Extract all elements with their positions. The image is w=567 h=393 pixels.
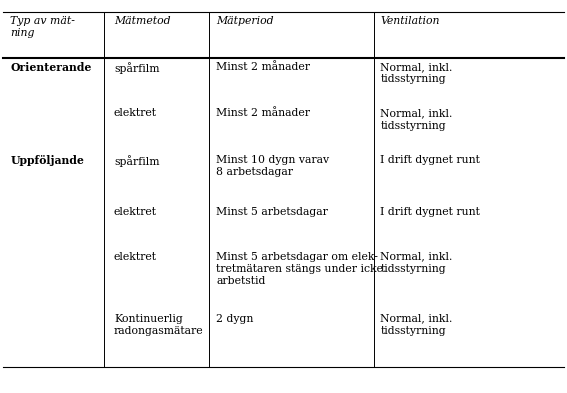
Text: Uppföljande: Uppföljande: [10, 155, 84, 166]
Text: Mätmetod: Mätmetod: [114, 16, 171, 26]
Text: Minst 5 arbetsdagar: Minst 5 arbetsdagar: [216, 207, 328, 217]
Text: Typ av mät-
ning: Typ av mät- ning: [10, 16, 75, 38]
Text: I drift dygnet runt: I drift dygnet runt: [380, 207, 480, 217]
Text: 2 dygn: 2 dygn: [216, 314, 253, 323]
Text: spårfilm: spårfilm: [114, 155, 159, 167]
Text: Normal, inkl.
tidsstyrning: Normal, inkl. tidsstyrning: [380, 108, 453, 131]
Text: Ventilation: Ventilation: [380, 16, 440, 26]
Text: Mätperiod: Mätperiod: [216, 16, 274, 26]
Text: elektret: elektret: [114, 252, 157, 261]
Text: Kontinuerlig
radongasmätare: Kontinuerlig radongasmätare: [114, 314, 204, 336]
Text: spårfilm: spårfilm: [114, 62, 159, 74]
Text: Minst 2 månader: Minst 2 månader: [216, 62, 310, 72]
Text: Orienterande: Orienterande: [10, 62, 92, 73]
Text: Normal, inkl.
tidsstyrning: Normal, inkl. tidsstyrning: [380, 314, 453, 336]
Text: I drift dygnet runt: I drift dygnet runt: [380, 155, 480, 165]
Text: Minst 5 arbetsdagar om elek-
tretmätaren stängs under icke
arbetstid: Minst 5 arbetsdagar om elek- tretmätaren…: [216, 252, 383, 286]
Text: Normal, inkl.
tidsstyrning: Normal, inkl. tidsstyrning: [380, 252, 453, 274]
Text: Minst 10 dygn varav
8 arbetsdagar: Minst 10 dygn varav 8 arbetsdagar: [216, 155, 329, 177]
Text: elektret: elektret: [114, 108, 157, 118]
Text: Normal, inkl.
tidsstyrning: Normal, inkl. tidsstyrning: [380, 62, 453, 84]
Text: elektret: elektret: [114, 207, 157, 217]
Text: Minst 2 månader: Minst 2 månader: [216, 108, 310, 118]
